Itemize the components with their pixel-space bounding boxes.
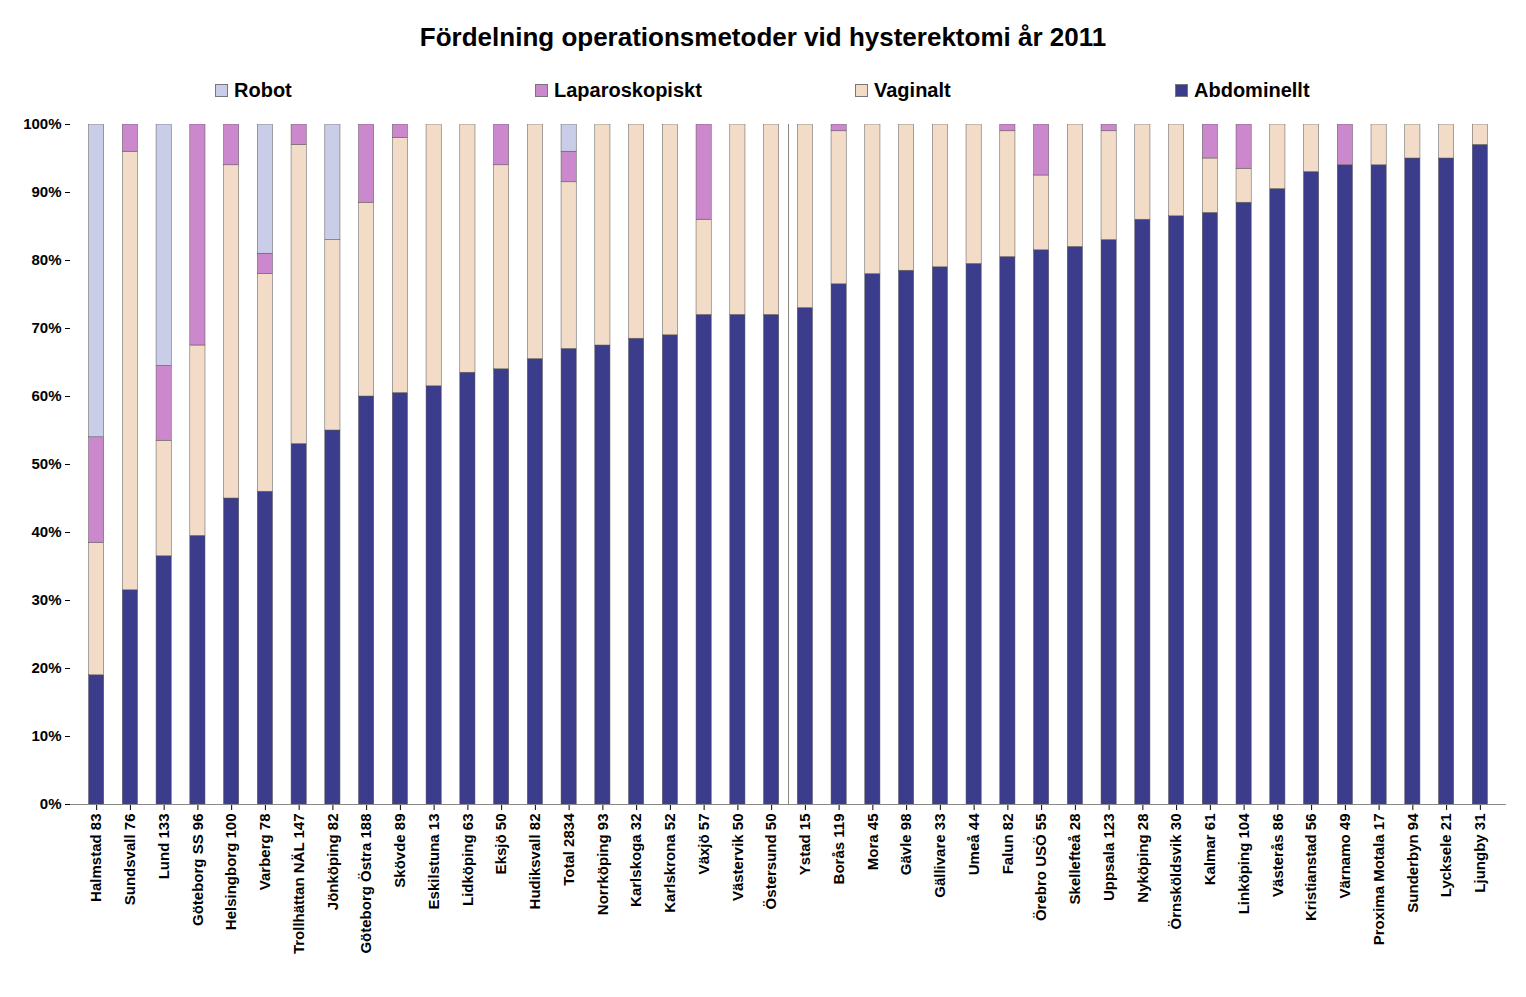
svg-text:Ystad 15: Ystad 15 — [796, 814, 813, 876]
svg-text:Trollhättan NÄL 147: Trollhättan NÄL 147 — [290, 814, 307, 955]
svg-text:40%: 40% — [31, 523, 61, 540]
svg-text:20%: 20% — [31, 659, 61, 676]
svg-text:10%: 10% — [31, 727, 61, 744]
svg-text:Örebro USÖ 55: Örebro USÖ 55 — [1032, 814, 1049, 922]
svg-text:Växjö 57: Växjö 57 — [695, 814, 712, 875]
svg-text:Varberg 78: Varberg 78 — [256, 814, 273, 891]
svg-text:60%: 60% — [31, 387, 61, 404]
svg-text:90%: 90% — [31, 183, 61, 200]
svg-text:Göteborg SS 96: Göteborg SS 96 — [189, 814, 206, 927]
svg-text:Lund 133: Lund 133 — [155, 814, 172, 880]
svg-text:Gällivare 33: Gällivare 33 — [931, 814, 948, 898]
svg-text:Västerås 86: Västerås 86 — [1269, 814, 1286, 897]
svg-text:Mora 45: Mora 45 — [864, 814, 881, 871]
svg-text:Lycksele 21: Lycksele 21 — [1437, 814, 1454, 898]
svg-text:80%: 80% — [31, 251, 61, 268]
svg-text:50%: 50% — [31, 455, 61, 472]
svg-text:Östersund 50: Östersund 50 — [762, 814, 779, 910]
svg-text:Karlskoga 32: Karlskoga 32 — [627, 814, 644, 907]
svg-text:Ljungby 31: Ljungby 31 — [1471, 814, 1488, 893]
svg-text:Halmstad 83: Halmstad 83 — [87, 814, 104, 902]
svg-text:Uppsala 123: Uppsala 123 — [1100, 814, 1117, 902]
html-text:Vaginalt: Vaginalt — [874, 78, 951, 101]
svg-text:Norrköping 93: Norrköping 93 — [594, 814, 611, 916]
svg-text:Helsingborg 100: Helsingborg 100 — [222, 814, 239, 931]
svg-text:Hudiksvall 82: Hudiksvall 82 — [526, 814, 543, 910]
svg-text:Karlskrona 52: Karlskrona 52 — [661, 814, 678, 913]
html-text:Laparoskopiskt: Laparoskopiskt — [554, 78, 702, 101]
svg-text:Göteborg Östra 188: Göteborg Östra 188 — [357, 814, 374, 954]
svg-text:70%: 70% — [31, 319, 61, 336]
svg-text:100%: 100% — [23, 115, 61, 132]
svg-text:Örnsköldsvik 30: Örnsköldsvik 30 — [1167, 814, 1184, 930]
svg-text:Sunderbyn 94: Sunderbyn 94 — [1404, 813, 1421, 913]
html-text:Abdominellt: Abdominellt — [1194, 78, 1310, 101]
svg-text:Västervik 50: Västervik 50 — [729, 814, 746, 902]
svg-text:Linköping 104: Linköping 104 — [1235, 813, 1252, 915]
svg-text:Umeå 44: Umeå 44 — [965, 813, 982, 875]
svg-text:Falun 82: Falun 82 — [999, 814, 1016, 875]
html-text:Fördelning operationsmetoder v: Fördelning operationsmetoder vid hystere… — [419, 22, 1107, 52]
svg-text:Skellefteå 28: Skellefteå 28 — [1066, 814, 1083, 905]
html-text:Robot: Robot — [234, 78, 292, 101]
svg-text:Nyköping 28: Nyköping 28 — [1134, 814, 1151, 903]
svg-text:Kristianstad 56: Kristianstad 56 — [1302, 814, 1319, 922]
svg-text:Eksjö 50: Eksjö 50 — [492, 814, 509, 875]
svg-text:Lidköping 63: Lidköping 63 — [459, 814, 476, 907]
svg-text:Gävle 98: Gävle 98 — [897, 814, 914, 876]
svg-text:Jönköping 82: Jönköping 82 — [324, 814, 341, 911]
svg-text:Värnamo 49: Värnamo 49 — [1336, 814, 1353, 899]
svg-text:Kalmar 61: Kalmar 61 — [1201, 814, 1218, 886]
svg-text:Total 2834: Total 2834 — [560, 813, 577, 886]
svg-text:Borås 119: Borås 119 — [830, 814, 847, 885]
svg-text:30%: 30% — [31, 591, 61, 608]
svg-text:Skövde 89: Skövde 89 — [391, 814, 408, 888]
svg-text:Sundsvall 76: Sundsvall 76 — [121, 814, 138, 906]
svg-text:Proxima Motala 17: Proxima Motala 17 — [1370, 814, 1387, 946]
svg-text:0%: 0% — [40, 795, 62, 812]
svg-text:Eskilstuna 13: Eskilstuna 13 — [425, 814, 442, 910]
